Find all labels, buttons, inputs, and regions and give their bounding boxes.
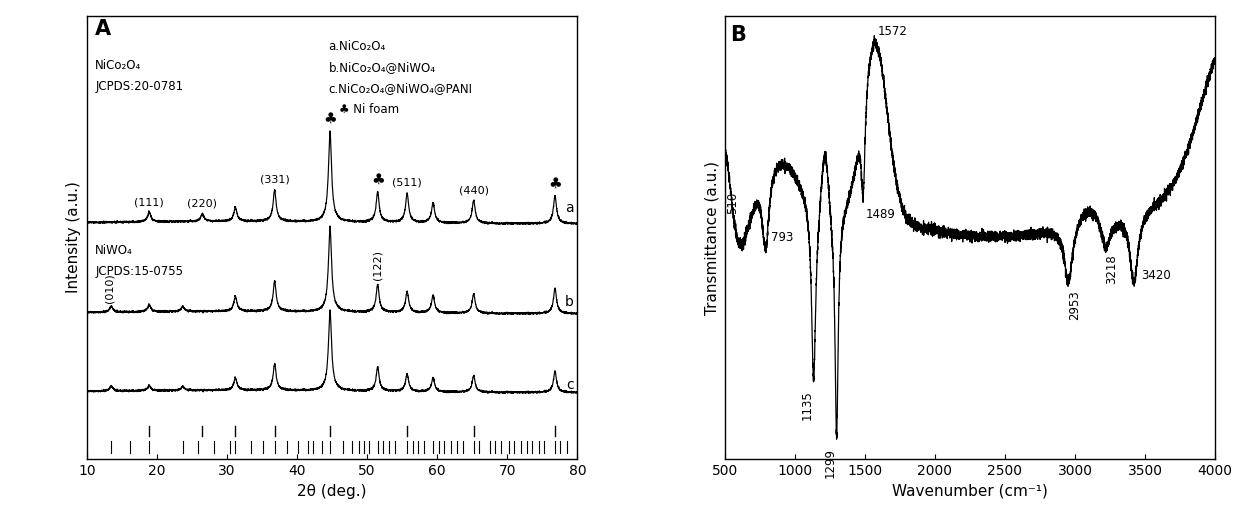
Text: c.NiCo₂O₄@NiWO₄@PANI: c.NiCo₂O₄@NiWO₄@PANI	[329, 82, 472, 95]
Text: 1299: 1299	[823, 448, 837, 478]
Text: JCPDS:20-0781: JCPDS:20-0781	[95, 80, 184, 93]
Text: (440): (440)	[459, 186, 489, 196]
Text: NiCo₂O₄: NiCo₂O₄	[95, 59, 141, 72]
Text: (511): (511)	[392, 178, 422, 188]
Text: a.NiCo₂O₄: a.NiCo₂O₄	[329, 40, 386, 53]
X-axis label: Wavenumber (cm⁻¹): Wavenumber (cm⁻¹)	[892, 484, 1048, 499]
Y-axis label: Transmittance (a.u.): Transmittance (a.u.)	[704, 160, 719, 315]
Text: 510: 510	[725, 192, 739, 213]
Text: NiWO₄: NiWO₄	[95, 244, 133, 257]
Text: B: B	[730, 25, 746, 44]
Text: (122): (122)	[373, 250, 383, 280]
Text: b.NiCo₂O₄@NiWO₄: b.NiCo₂O₄@NiWO₄	[329, 61, 435, 74]
Text: b: b	[565, 295, 574, 309]
Text: 1572: 1572	[878, 25, 908, 38]
X-axis label: 2θ (deg.): 2θ (deg.)	[298, 484, 367, 499]
Text: 3218: 3218	[1106, 254, 1118, 284]
Y-axis label: Intensity (a.u.): Intensity (a.u.)	[66, 182, 82, 293]
Text: (331): (331)	[259, 175, 289, 185]
Text: 793: 793	[771, 231, 794, 244]
Text: (010): (010)	[104, 274, 114, 303]
Text: ♣: ♣	[371, 172, 384, 187]
Text: (220): (220)	[187, 198, 217, 208]
Text: ♣: ♣	[548, 176, 562, 191]
Text: ♣ Ni foam: ♣ Ni foam	[339, 103, 399, 116]
Text: c: c	[567, 377, 574, 392]
Text: 3420: 3420	[1141, 269, 1171, 282]
Text: A: A	[95, 19, 112, 39]
Text: a: a	[565, 201, 574, 215]
Text: (111): (111)	[134, 197, 164, 207]
Text: 2953: 2953	[1069, 290, 1081, 319]
Text: 1489: 1489	[867, 208, 897, 221]
Text: JCPDS:15-0755: JCPDS:15-0755	[95, 265, 184, 278]
Text: ♣: ♣	[324, 111, 337, 126]
Text: 1135: 1135	[801, 390, 813, 420]
